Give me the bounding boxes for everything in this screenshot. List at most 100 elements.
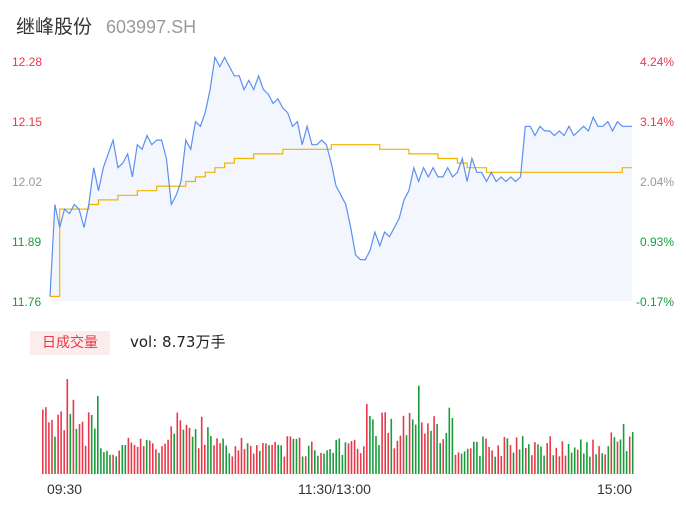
volume-bar: [185, 424, 188, 474]
price-tick-label: 11.76: [12, 295, 42, 309]
volume-bar: [528, 444, 530, 474]
volume-bar: [573, 447, 576, 474]
volume-bar: [396, 440, 399, 474]
volume-bar: [518, 449, 521, 474]
volume-bar: [421, 422, 423, 474]
volume-bar: [155, 449, 157, 474]
volume-bar: [613, 437, 616, 474]
volume-bar: [292, 438, 295, 474]
time-tick-label: 09:30: [47, 481, 83, 497]
stock-code: 603997.SH: [106, 17, 197, 37]
volume-bar: [176, 412, 179, 474]
volume-bar: [616, 441, 619, 474]
volume-bar: [124, 445, 127, 474]
volume-bar: [161, 446, 163, 474]
volume-bar: [307, 445, 310, 474]
volume-bar: [381, 412, 383, 474]
volume-bar: [433, 416, 435, 474]
volume-bar: [363, 446, 365, 474]
volume-bar: [619, 439, 622, 474]
volume-bar: [106, 450, 108, 474]
price-tick-label: 12.15: [12, 115, 43, 129]
volume-bar: [549, 436, 551, 474]
volume-bar: [207, 427, 209, 474]
volume-bar: [323, 453, 325, 474]
volume-bar: [268, 445, 270, 474]
volume-bar: [57, 414, 59, 474]
volume-bar: [503, 436, 506, 474]
volume-bar: [277, 444, 279, 474]
volume-bar: [430, 430, 432, 474]
volume-bar: [500, 456, 503, 474]
volume-bar: [112, 454, 114, 474]
volume-bar: [561, 441, 564, 474]
volume-bar: [265, 443, 267, 474]
volume-bar: [133, 444, 136, 474]
volume-bar: [289, 436, 292, 474]
volume-bar: [473, 441, 475, 474]
volume-bar: [335, 439, 337, 474]
volume-bar: [628, 436, 631, 474]
volume-bar: [576, 449, 579, 474]
volume-bar: [427, 423, 429, 474]
volume-bar: [564, 455, 567, 474]
price-tick-label: 12.28: [12, 55, 43, 69]
volume-bar: [356, 448, 359, 474]
volume-bar: [213, 445, 215, 474]
volume-bar: [252, 453, 255, 474]
volume-bar: [567, 444, 570, 474]
volume-bar: [204, 444, 206, 474]
stock-name: 继峰股份: [16, 16, 93, 38]
volume-bar: [237, 450, 240, 474]
volume-bar: [188, 427, 191, 474]
volume-bar: [476, 441, 478, 474]
volume-bar: [375, 436, 377, 474]
volume-bar: [72, 399, 75, 474]
volume-bar: [607, 446, 610, 474]
volume-bar: [359, 453, 362, 474]
volume-bar: [399, 435, 402, 474]
volume-bar: [414, 424, 417, 474]
volume-bar: [595, 454, 597, 474]
volume-bar: [469, 448, 472, 474]
volume-bar: [259, 450, 261, 474]
volume-bar: [537, 444, 539, 474]
volume-bar: [219, 443, 221, 474]
volume-bar: [63, 430, 65, 474]
volume-bar: [350, 441, 353, 474]
volume-bar: [304, 456, 307, 474]
volume-bar: [90, 415, 93, 474]
average-price-line: [50, 144, 632, 297]
volume-bars: [42, 379, 634, 474]
volume-bar: [179, 420, 182, 474]
volume-bar: [372, 419, 374, 474]
volume-bar: [329, 449, 331, 474]
volume-bar: [97, 395, 99, 474]
volume-bar: [48, 422, 50, 474]
volume-bar: [598, 446, 600, 474]
volume-bar: [534, 442, 536, 474]
volume-bar: [100, 448, 102, 474]
price-series-line: [49, 55, 632, 297]
volume-bar: [78, 424, 81, 474]
volume-bar: [604, 454, 606, 474]
volume-bar: [442, 439, 444, 474]
volume-bar: [210, 436, 212, 474]
volume-bar: [182, 429, 185, 474]
volume-bar: [118, 450, 120, 474]
volume-badge[interactable]: 日成交量: [30, 331, 110, 355]
volume-bar: [451, 418, 454, 474]
price-area: [50, 57, 632, 302]
volume-bar: [552, 455, 555, 474]
volume-bar: [546, 443, 548, 474]
volume-bar: [402, 415, 405, 474]
percent-tick-label: 4.24%: [639, 55, 674, 69]
volume-bar: [152, 443, 154, 474]
volume-bar: [51, 420, 53, 474]
volume-bar: [570, 452, 573, 474]
volume-bar: [314, 450, 316, 474]
volume-bar: [543, 455, 545, 474]
volume-bar: [94, 428, 96, 474]
volume-bar: [580, 439, 582, 474]
